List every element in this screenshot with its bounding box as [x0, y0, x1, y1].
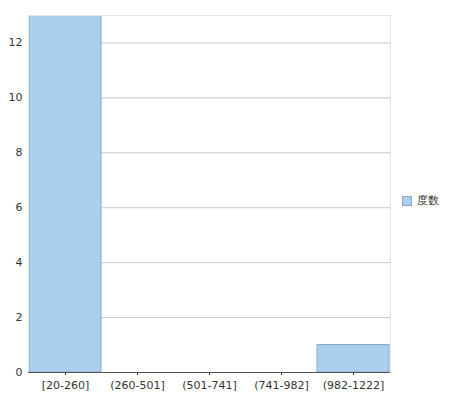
svg-text:(501-741]: (501-741] [182, 379, 237, 392]
html-text:度数: 度数 [417, 194, 439, 207]
svg-text:0: 0 [16, 366, 23, 379]
svg-text:[20-260]: [20-260] [42, 379, 90, 392]
svg-text:2: 2 [16, 311, 23, 324]
svg-text:8: 8 [16, 146, 23, 159]
svg-text:6: 6 [16, 201, 23, 214]
svg-text:12: 12 [9, 36, 23, 49]
svg-text:4: 4 [16, 256, 23, 269]
svg-text:(982-1222]: (982-1222] [323, 379, 385, 392]
svg-text:(260-501]: (260-501] [110, 379, 165, 392]
svg-text:10: 10 [9, 91, 23, 104]
svg-text:(741-982]: (741-982] [254, 379, 309, 392]
